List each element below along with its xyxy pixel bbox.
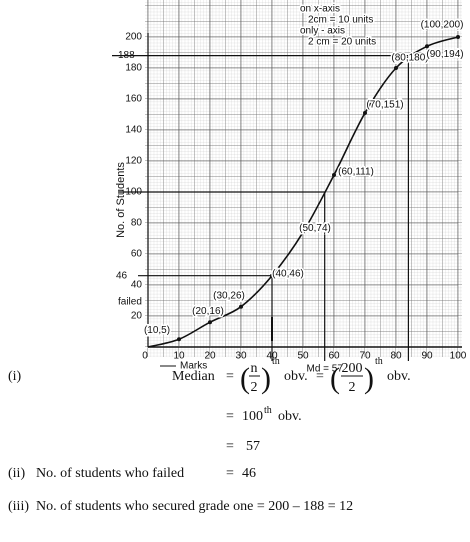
point [208, 320, 212, 325]
point-label: (10,5) [144, 325, 170, 336]
x-axis-label: Marks [180, 361, 207, 372]
paren: ( [240, 362, 250, 395]
x-tick-label: 90 [421, 351, 433, 362]
x-tick-label: 100 [450, 351, 467, 362]
x-tick-label: 50 [297, 351, 309, 362]
level-label: 46 [116, 270, 128, 281]
x-tick-label: 70 [359, 351, 371, 362]
item-text: No. of students who secured grade one = … [36, 499, 353, 514]
item-label: (iii) [8, 499, 29, 514]
point [456, 35, 460, 39]
obv: obv. [278, 409, 302, 424]
superscript: th [264, 405, 272, 416]
point-label: (20,16) [192, 306, 224, 317]
x-tick-label: 0 [142, 351, 148, 362]
y-tick-label: 200 [125, 32, 142, 43]
superscript: th [375, 356, 383, 367]
x-tick-label: 60 [328, 351, 340, 362]
equals: = [226, 466, 234, 481]
y-axis-label: No. of Students [115, 162, 127, 238]
point [270, 273, 274, 278]
y-tick-label: 60 [131, 249, 143, 260]
equals: = [226, 369, 234, 384]
paren: ) [364, 362, 374, 395]
graph-paper-major [145, 0, 462, 357]
superscript: th [272, 356, 280, 367]
point [363, 110, 367, 115]
point-label: (50,74) [299, 223, 331, 234]
point [301, 230, 305, 235]
y-tick-label: 80 [131, 218, 143, 229]
y-tick-label: 140 [125, 125, 142, 136]
point-label: (90,194) [426, 49, 463, 60]
obv: obv. [284, 369, 308, 384]
point [332, 172, 336, 177]
failed-label: failed [118, 297, 142, 308]
point-label: (60,111) [338, 167, 374, 178]
point [177, 337, 181, 342]
paren: ) [261, 362, 271, 395]
x-tick-label: 80 [390, 351, 402, 362]
point-label: (80,180) [391, 53, 428, 64]
median-value: 57 [246, 439, 260, 454]
point [239, 304, 243, 309]
x-tick-label: 10 [173, 351, 185, 362]
item-label: (i) [8, 369, 22, 384]
point-label: (40,46) [272, 268, 304, 279]
y-tick-label: 40 [131, 280, 143, 291]
equals: = [226, 439, 234, 454]
y-tick-label: 20 [131, 311, 143, 322]
annotation: only - axis [300, 26, 345, 37]
y-tick-label: 160 [125, 94, 142, 105]
paren: ( [330, 362, 340, 395]
annotation: on x-axis [300, 4, 340, 15]
point [425, 44, 429, 49]
point [394, 66, 398, 70]
annotation: 2 cm = 20 units [308, 37, 376, 48]
obv: obv. [387, 369, 411, 384]
equals: = [316, 369, 324, 384]
point-label: (30,26) [213, 290, 245, 301]
point-label: (70,151) [366, 100, 403, 111]
item-value: 46 [242, 466, 256, 481]
median-word: Median [172, 369, 215, 384]
denominator: 2 [251, 380, 258, 395]
y-tick-label: 180 [125, 63, 142, 74]
denominator: 2 [349, 380, 356, 395]
numerator: 200 [342, 361, 363, 376]
item-text: No. of students who failed [36, 466, 184, 481]
item-label: (ii) [8, 466, 25, 481]
annotation: 2cm = 10 units [308, 15, 373, 26]
point-label: (100,200) [421, 20, 464, 31]
solution: (i) Median = ( n 2 ) th obv. = ( 200 2 )… [8, 356, 411, 514]
median-label: Md = 57 [306, 364, 343, 375]
x-tick-label: 30 [235, 351, 247, 362]
numerator: n [251, 361, 258, 376]
equals: = [226, 409, 234, 424]
y-tick-label: 120 [125, 156, 142, 167]
hundred: 100 [242, 409, 263, 424]
x-tick-label: 20 [204, 351, 216, 362]
